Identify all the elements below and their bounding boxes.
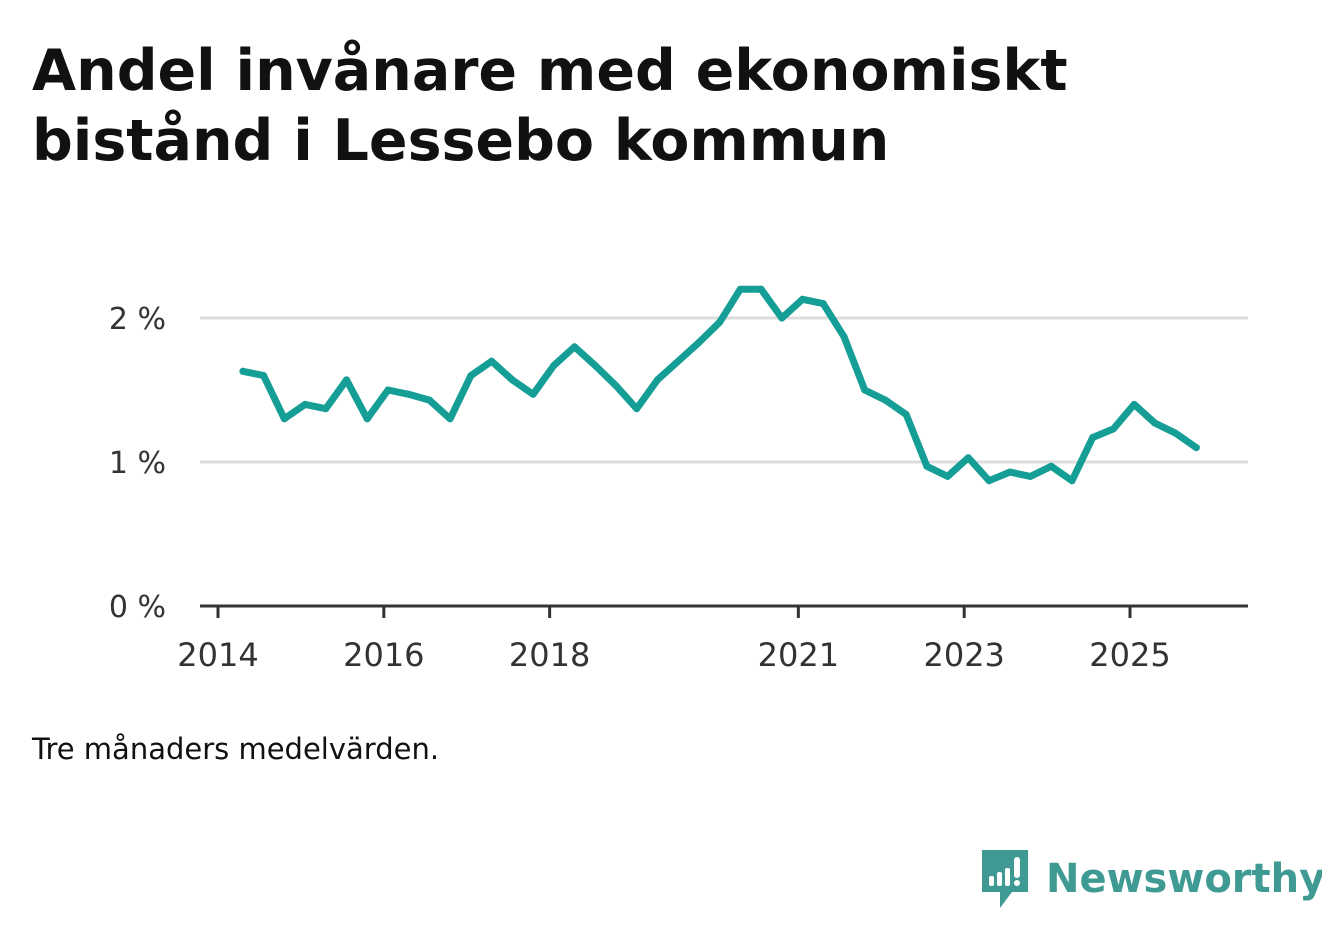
brand-name: Newsworthy [1046, 856, 1322, 902]
data-point [1151, 419, 1159, 427]
data-point [425, 396, 433, 404]
data-point [695, 339, 703, 346]
data-point [343, 376, 350, 384]
x-tick-label: 2018 [509, 636, 590, 674]
newsworthy-logo-icon [982, 850, 1028, 908]
data-point [633, 405, 641, 413]
data-point [861, 386, 869, 394]
brand-logo: Newsworthy [980, 848, 1322, 910]
data-point [322, 405, 330, 413]
data-point [363, 415, 371, 423]
data-point [653, 376, 661, 384]
data-point [1130, 400, 1138, 408]
data-point [1006, 468, 1014, 476]
data-point [944, 472, 952, 480]
data-point [571, 343, 578, 351]
y-axis-ticks: 0 % 1 % 2 % [109, 302, 166, 625]
data-point [840, 333, 848, 341]
data-point [923, 462, 931, 470]
data-point [1172, 429, 1180, 437]
data-point [964, 454, 972, 462]
data-point [550, 362, 558, 369]
data-point [405, 390, 413, 398]
chart-title: Andel invånare med ekonomiskt bistånd i … [32, 38, 1068, 174]
data-point [1027, 472, 1034, 480]
data-point [384, 386, 392, 394]
data-point [529, 390, 537, 398]
data-point [446, 415, 454, 423]
data-point [1192, 444, 1200, 452]
data-point [508, 376, 516, 384]
data-point [1047, 462, 1055, 470]
x-tick-label: 2014 [177, 636, 258, 674]
x-tick-label: 2023 [923, 636, 1004, 674]
data-point [488, 357, 496, 365]
x-axis-ticks: 2014 2016 2018 2021 2023 2025 [177, 606, 1171, 674]
data-point [736, 285, 744, 293]
data-point [819, 300, 827, 308]
x-tick-label: 2016 [343, 636, 424, 674]
data-point [467, 372, 475, 380]
data-point [778, 314, 786, 322]
data-point [881, 396, 889, 404]
data-point [757, 285, 765, 293]
data-point [674, 357, 682, 365]
data-point [799, 295, 806, 303]
data-point [612, 382, 620, 390]
data-point [260, 372, 268, 380]
data-point [902, 411, 910, 418]
data-point [716, 318, 724, 326]
data-point [301, 400, 309, 408]
data-point [985, 477, 993, 485]
chart-footnote: Tre månaders medelvärden. [32, 732, 440, 766]
data-point [1089, 434, 1097, 441]
data-point [591, 362, 599, 369]
data-point [239, 367, 247, 375]
x-tick-label: 2025 [1089, 636, 1170, 674]
data-point [1068, 477, 1076, 485]
y-tick-label: 0 % [109, 590, 166, 625]
data-point [280, 415, 288, 423]
data-point [1109, 425, 1117, 433]
x-tick-label: 2021 [758, 636, 839, 674]
y-tick-label: 2 % [109, 302, 166, 337]
line-chart: 0 % 1 % 2 % 2014 2016 2018 2021 2023 2025 [109, 285, 1248, 674]
series-layer [239, 285, 1200, 485]
y-tick-label: 1 % [109, 446, 166, 481]
